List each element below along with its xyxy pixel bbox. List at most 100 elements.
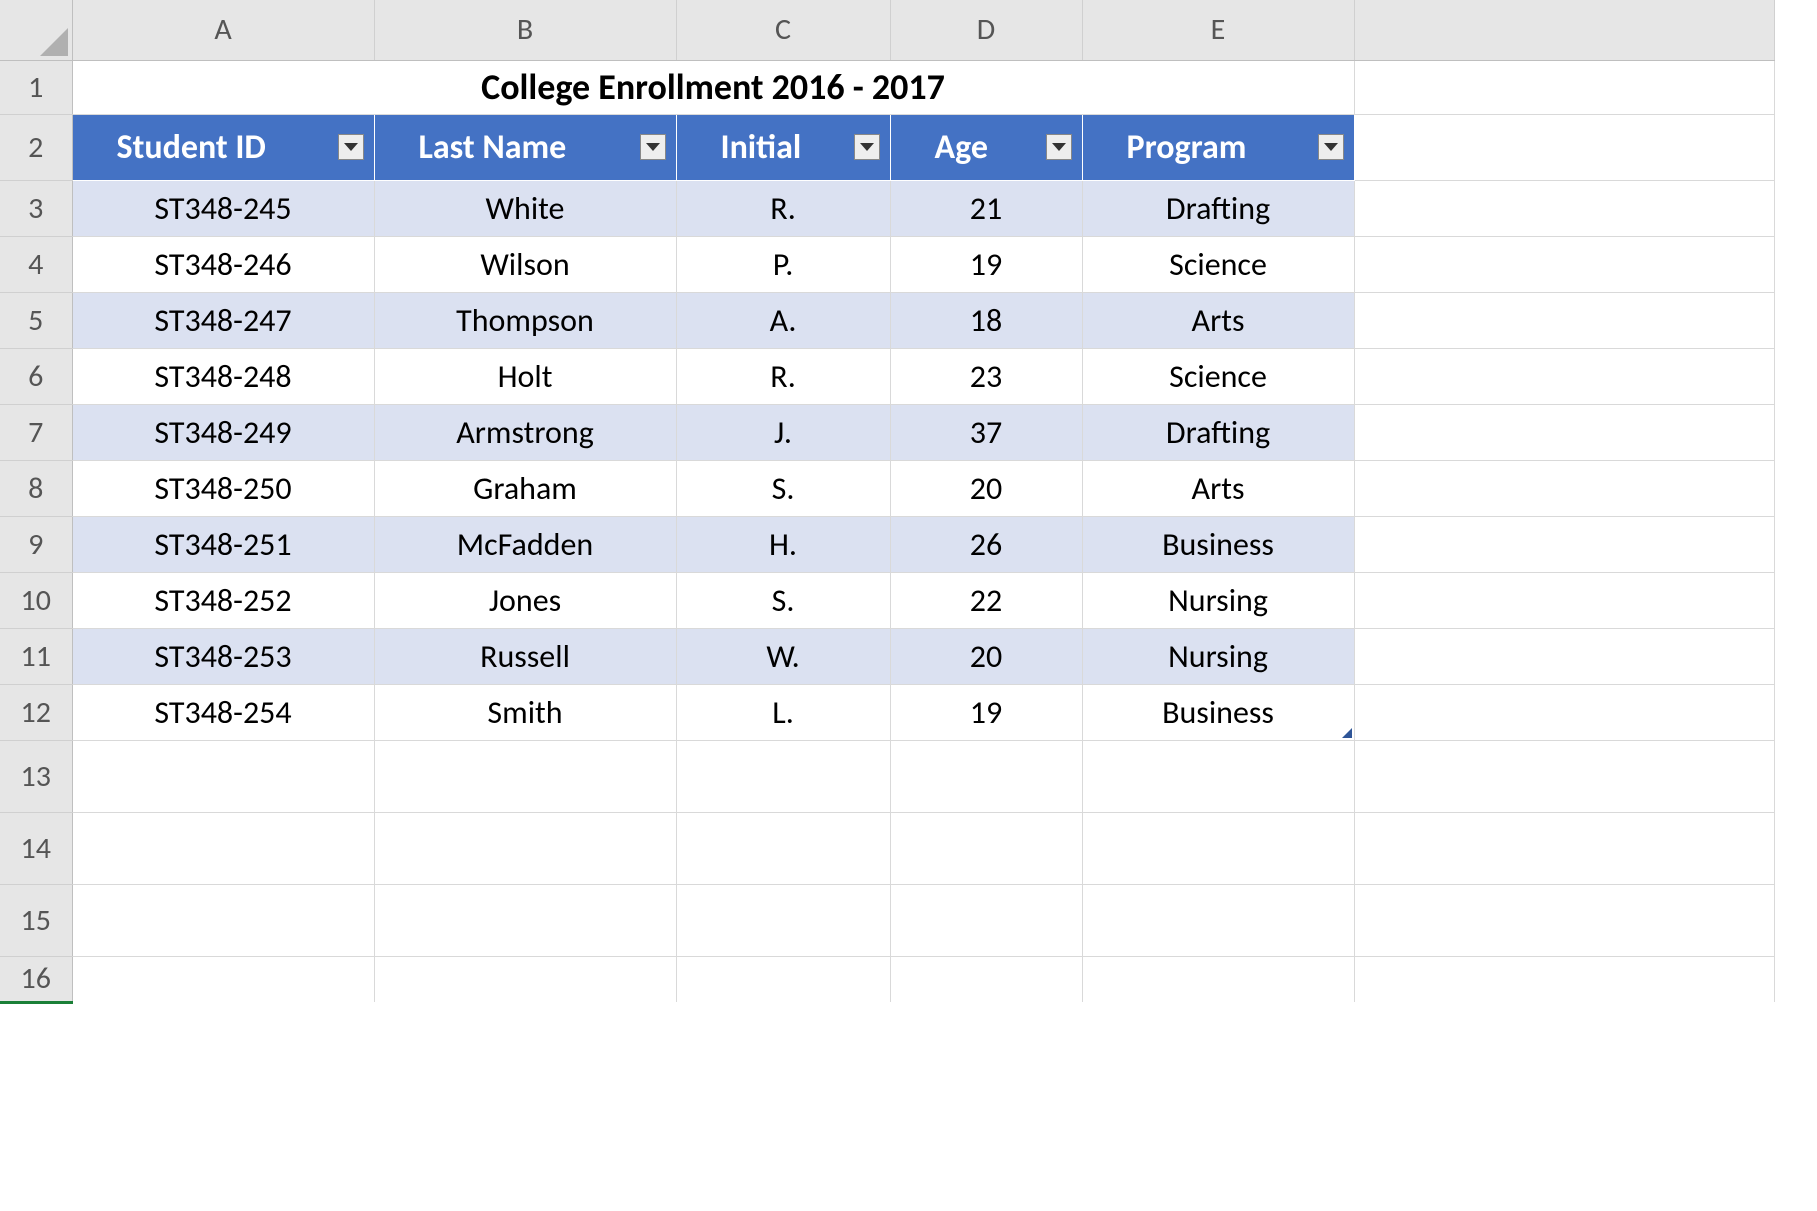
cell-A4[interactable]: ST348-246 (72, 236, 374, 292)
col-header-C[interactable]: C (676, 0, 890, 60)
cell-A9[interactable]: ST348-251 (72, 516, 374, 572)
cell-D9[interactable]: 26 (890, 516, 1082, 572)
cell-B8[interactable]: Graham (374, 460, 676, 516)
cell-E14[interactable] (1082, 812, 1354, 884)
cell-E3[interactable]: Drafting (1082, 180, 1354, 236)
cell-A16[interactable] (72, 956, 374, 1002)
cell-B14[interactable] (374, 812, 676, 884)
row-header-14[interactable]: 14 (0, 812, 72, 884)
cell-F10[interactable] (1354, 572, 1774, 628)
cell-C6[interactable]: R. (676, 348, 890, 404)
cell-F12[interactable] (1354, 684, 1774, 740)
row-header-6[interactable]: 6 (0, 348, 72, 404)
cell-A11[interactable]: ST348-253 (72, 628, 374, 684)
cell-E11[interactable]: Nursing (1082, 628, 1354, 684)
cell-F14[interactable] (1354, 812, 1774, 884)
cell-F13[interactable] (1354, 740, 1774, 812)
cell-E13[interactable] (1082, 740, 1354, 812)
cell-D4[interactable]: 19 (890, 236, 1082, 292)
table-header-program[interactable]: Program (1082, 114, 1354, 180)
row-header-2[interactable]: 2 (0, 114, 72, 180)
cell-C15[interactable] (676, 884, 890, 956)
cell-F16[interactable] (1354, 956, 1774, 1002)
row-header-4[interactable]: 4 (0, 236, 72, 292)
col-header-B[interactable]: B (374, 0, 676, 60)
table-header-age[interactable]: Age (890, 114, 1082, 180)
cell-C11[interactable]: W. (676, 628, 890, 684)
table-header-initial[interactable]: Initial (676, 114, 890, 180)
cell-D6[interactable]: 23 (890, 348, 1082, 404)
row-header-15[interactable]: 15 (0, 884, 72, 956)
cell-B13[interactable] (374, 740, 676, 812)
cell-C5[interactable]: A. (676, 292, 890, 348)
cell-C9[interactable]: H. (676, 516, 890, 572)
cell-C4[interactable]: P. (676, 236, 890, 292)
cell-A6[interactable]: ST348-248 (72, 348, 374, 404)
cell-E15[interactable] (1082, 884, 1354, 956)
cell-B15[interactable] (374, 884, 676, 956)
cell-A5[interactable]: ST348-247 (72, 292, 374, 348)
table-header-last-name[interactable]: Last Name (374, 114, 676, 180)
cell-B16[interactable] (374, 956, 676, 1002)
cell-E12[interactable]: Business (1082, 684, 1354, 740)
filter-button[interactable] (1318, 134, 1344, 160)
table-header-student-id[interactable]: Student ID (72, 114, 374, 180)
row-header-16[interactable]: 16 (0, 956, 72, 1002)
cell-B9[interactable]: McFadden (374, 516, 676, 572)
cell-C12[interactable]: L. (676, 684, 890, 740)
cell-F15[interactable] (1354, 884, 1774, 956)
row-header-1[interactable]: 1 (0, 60, 72, 114)
cell-E10[interactable]: Nursing (1082, 572, 1354, 628)
title-cell[interactable]: College Enrollment 2016 - 2017 (72, 60, 1354, 114)
cell-F1[interactable] (1354, 60, 1774, 114)
cell-B5[interactable]: Thompson (374, 292, 676, 348)
cell-C8[interactable]: S. (676, 460, 890, 516)
cell-F7[interactable] (1354, 404, 1774, 460)
cell-D14[interactable] (890, 812, 1082, 884)
cell-D16[interactable] (890, 956, 1082, 1002)
cell-B10[interactable]: Jones (374, 572, 676, 628)
cell-B4[interactable]: Wilson (374, 236, 676, 292)
cell-C3[interactable]: R. (676, 180, 890, 236)
cell-D10[interactable]: 22 (890, 572, 1082, 628)
filter-button[interactable] (338, 134, 364, 160)
cell-C16[interactable] (676, 956, 890, 1002)
row-header-10[interactable]: 10 (0, 572, 72, 628)
cell-B12[interactable]: Smith (374, 684, 676, 740)
col-header-blank[interactable] (1354, 0, 1774, 60)
cell-F8[interactable] (1354, 460, 1774, 516)
cell-D8[interactable]: 20 (890, 460, 1082, 516)
cell-B6[interactable]: Holt (374, 348, 676, 404)
cell-A14[interactable] (72, 812, 374, 884)
cell-E16[interactable] (1082, 956, 1354, 1002)
cell-B3[interactable]: White (374, 180, 676, 236)
cell-E6[interactable]: Science (1082, 348, 1354, 404)
cell-D13[interactable] (890, 740, 1082, 812)
cell-D7[interactable]: 37 (890, 404, 1082, 460)
cell-D15[interactable] (890, 884, 1082, 956)
cell-A8[interactable]: ST348-250 (72, 460, 374, 516)
cell-D5[interactable]: 18 (890, 292, 1082, 348)
select-all-corner[interactable] (0, 0, 72, 60)
spreadsheet-grid[interactable]: A B C D E 1 College Enrollment 2016 - 20… (0, 0, 1775, 1004)
cell-A15[interactable] (72, 884, 374, 956)
filter-button[interactable] (1046, 134, 1072, 160)
row-header-11[interactable]: 11 (0, 628, 72, 684)
cell-E8[interactable]: Arts (1082, 460, 1354, 516)
col-header-D[interactable]: D (890, 0, 1082, 60)
row-header-7[interactable]: 7 (0, 404, 72, 460)
cell-C7[interactable]: J. (676, 404, 890, 460)
cell-A7[interactable]: ST348-249 (72, 404, 374, 460)
cell-A10[interactable]: ST348-252 (72, 572, 374, 628)
col-header-A[interactable]: A (72, 0, 374, 60)
cell-D3[interactable]: 21 (890, 180, 1082, 236)
cell-C10[interactable]: S. (676, 572, 890, 628)
cell-F9[interactable] (1354, 516, 1774, 572)
cell-A12[interactable]: ST348-254 (72, 684, 374, 740)
cell-E7[interactable]: Drafting (1082, 404, 1354, 460)
cell-E5[interactable]: Arts (1082, 292, 1354, 348)
cell-F5[interactable] (1354, 292, 1774, 348)
filter-button[interactable] (854, 134, 880, 160)
row-header-12[interactable]: 12 (0, 684, 72, 740)
row-header-13[interactable]: 13 (0, 740, 72, 812)
